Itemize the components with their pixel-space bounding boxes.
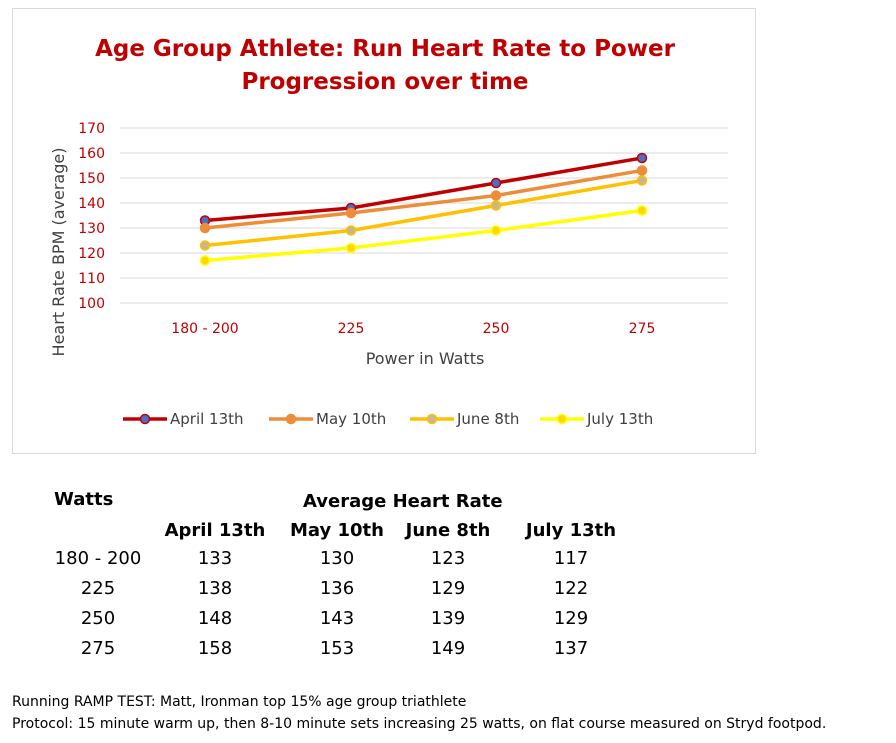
- y-tick-label: 110: [78, 271, 105, 287]
- data-point: [490, 177, 502, 189]
- table-cell: 137: [553, 638, 589, 659]
- legend-marker: [285, 413, 297, 425]
- legend-label: June 8th: [456, 410, 519, 428]
- protocol-description: Protocol: 15 minute warm up, then 8-10 m…: [12, 716, 827, 732]
- series-line: [204, 178, 643, 248]
- chart-container: Age Group Athlete: Run Heart Rate to Pow…: [12, 8, 756, 454]
- table-row-watts: 225: [80, 578, 116, 599]
- y-tick-label: 100: [78, 296, 105, 312]
- data-point: [636, 175, 648, 186]
- table-cell: 117: [553, 548, 589, 569]
- legend-marker: [556, 413, 568, 425]
- x-tick-label: 275: [629, 321, 656, 337]
- table-cell: 123: [430, 548, 466, 569]
- x-tick-label: 250: [483, 321, 510, 337]
- chart-title-line-1: Age Group Athlete: Run Heart Rate to Pow…: [95, 36, 676, 62]
- x-tick-label: 180 - 200: [171, 321, 238, 337]
- table-cell: 153: [319, 638, 355, 659]
- table-cell: 130: [319, 548, 355, 569]
- table-column-header: July 13th: [525, 520, 617, 541]
- table-column-header: June 8th: [405, 520, 491, 541]
- y-tick-label: 130: [78, 221, 105, 237]
- y-tick-label: 150: [78, 171, 105, 187]
- legend-label: July 13th: [586, 410, 653, 428]
- x-axis-ticks: 180 - 200 225 250 275: [171, 321, 655, 337]
- table-row-watts: 250: [80, 608, 116, 629]
- data-point: [345, 225, 357, 236]
- table-watts-header: Watts: [54, 489, 114, 510]
- table-cell: 129: [553, 608, 589, 629]
- series-lines: [199, 152, 648, 266]
- data-point: [345, 207, 357, 219]
- y-tick-label: 160: [78, 146, 105, 162]
- legend-marker: [426, 413, 438, 425]
- data-point: [199, 240, 211, 251]
- data-point: [490, 200, 502, 211]
- data-point: [636, 165, 648, 176]
- table-row-watts: 275: [80, 638, 116, 659]
- table-column-header: April 13th: [164, 520, 266, 541]
- data-point: [199, 255, 211, 266]
- data-point: [636, 205, 648, 216]
- heart-rate-table: Watts Average Heart Rate April 13th May 1…: [54, 489, 617, 659]
- table-cell: 143: [319, 608, 355, 629]
- table-cell: 129: [430, 578, 466, 599]
- line-chart: Age Group Athlete: Run Heart Rate to Pow…: [49, 36, 728, 428]
- x-tick-label: 225: [338, 321, 365, 337]
- table-cell: 149: [430, 638, 466, 659]
- table-cell: 158: [197, 638, 233, 659]
- legend-label: May 10th: [316, 410, 386, 428]
- legend-label: April 13th: [170, 410, 244, 428]
- table-cell: 133: [197, 548, 233, 569]
- table-cell: 148: [197, 608, 233, 629]
- legend-marker: [139, 413, 151, 425]
- table-group-header: Average Heart Rate: [303, 491, 503, 512]
- series-line: [204, 208, 643, 263]
- data-point: [199, 222, 211, 234]
- legend: April 13th May 10th June 8th July 13th: [123, 410, 653, 428]
- chart-title-line-2: Progression over time: [241, 69, 528, 95]
- table-cell: 139: [430, 608, 466, 629]
- table-cell: 136: [319, 578, 355, 599]
- data-point: [636, 152, 648, 164]
- data-point: [490, 190, 502, 201]
- table-cell: 122: [553, 578, 589, 599]
- y-tick-label: 120: [78, 246, 105, 262]
- data-point: [345, 242, 357, 254]
- y-axis-label: Heart Rate BPM (average): [49, 148, 68, 357]
- series-line: [204, 168, 643, 230]
- table-row-watts: 180 - 200: [54, 548, 142, 569]
- y-tick-label: 140: [78, 196, 105, 212]
- x-axis-label: Power in Watts: [366, 349, 485, 368]
- test-description: Running RAMP TEST: Matt, Ironman top 15%…: [12, 694, 467, 710]
- y-axis-ticks: 100 110 120 130 140 150 160 170: [78, 121, 105, 312]
- series-line: [204, 156, 643, 223]
- y-tick-label: 170: [78, 121, 105, 137]
- table-column-header: May 10th: [290, 520, 384, 541]
- data-point: [490, 225, 502, 236]
- table-cell: 138: [197, 578, 233, 599]
